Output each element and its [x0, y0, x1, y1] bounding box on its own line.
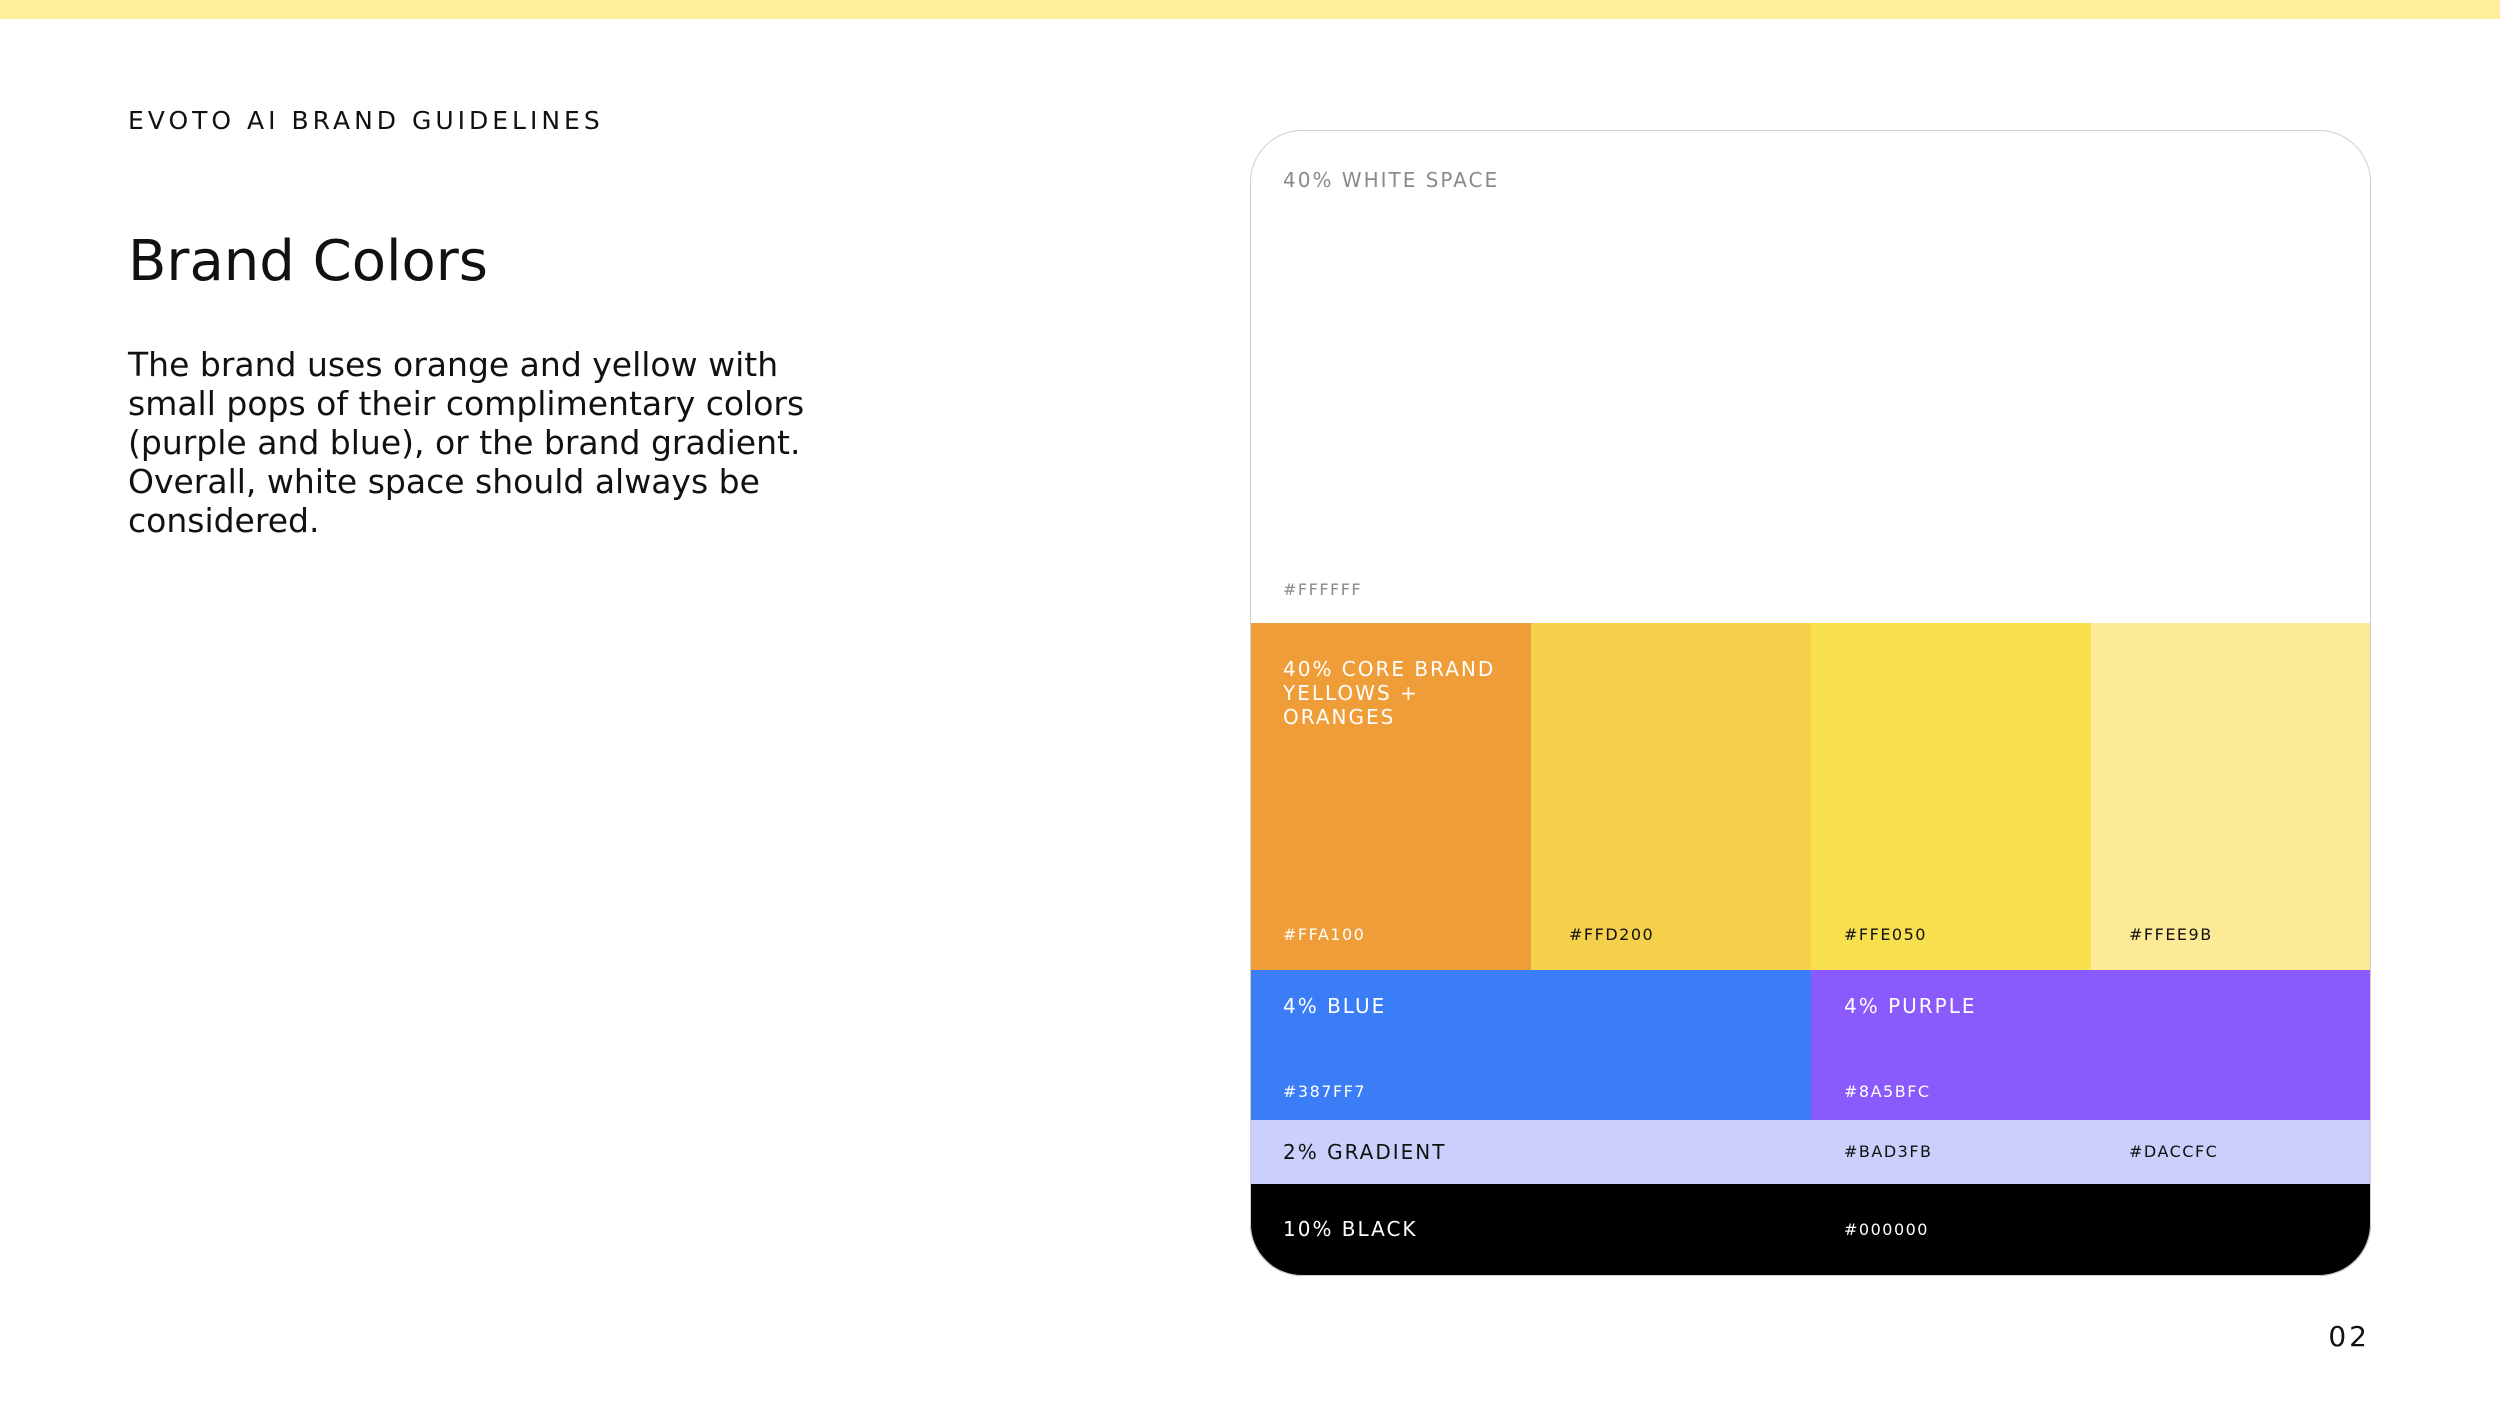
swatch-label: 4% BLUE: [1283, 994, 1387, 1018]
color-palette-card: 40% WHITE SPACE #FFFFFF 40% CORE BRAND Y…: [1250, 130, 2371, 1276]
swatch-label: 40% WHITE SPACE: [1283, 168, 1500, 192]
swatch-purple: 4% PURPLE #8A5BFC: [1811, 970, 2371, 1120]
swatch-hex-start: #BAD3FB: [1844, 1142, 1933, 1161]
swatch-hex: #FFD200: [1569, 925, 1655, 944]
swatch-hex: #387FF7: [1283, 1082, 1367, 1101]
swatch-hex: #FFA100: [1283, 925, 1366, 944]
swatch-hex-end: #DACCFC: [2129, 1142, 2219, 1161]
top-accent-bar: [0, 0, 2500, 19]
swatch-hex: #FFFFFF: [1283, 580, 1363, 599]
swatch-yellow-3: #FFEE9B: [2091, 623, 2371, 970]
swatch-hex: #FFEE9B: [2129, 925, 2213, 944]
swatch-gradient: 2% GRADIENT #BAD3FB #DACCFC: [1250, 1120, 2371, 1184]
swatch-label: 4% PURPLE: [1844, 994, 1977, 1018]
swatch-label: 2% GRADIENT: [1283, 1140, 1447, 1164]
swatch-hex: #000000: [1844, 1220, 1929, 1239]
swatch-blue: 4% BLUE #387FF7: [1250, 970, 1811, 1120]
page-number: 02: [2328, 1320, 2370, 1353]
swatch-black: 10% BLACK #000000: [1250, 1184, 2371, 1276]
swatch-label: 10% BLACK: [1283, 1217, 1418, 1241]
swatch-hex: #FFE050: [1844, 925, 1927, 944]
swatch-yellow-2: #FFE050: [1811, 623, 2091, 970]
document-eyebrow: EVOTO AI BRAND GUIDELINES: [128, 106, 604, 135]
swatch-yellow-1: #FFD200: [1531, 623, 1811, 970]
body-paragraph: The brand uses orange and yellow with sm…: [128, 345, 805, 540]
swatch-hex: #8A5BFC: [1844, 1082, 1931, 1101]
swatch-orange: 40% CORE BRAND YELLOWS + ORANGES #FFA100: [1250, 623, 1531, 970]
swatch-white-space: 40% WHITE SPACE #FFFFFF: [1250, 130, 2371, 623]
swatch-label: 40% CORE BRAND YELLOWS + ORANGES: [1283, 657, 1496, 729]
page-title: Brand Colors: [128, 229, 488, 294]
